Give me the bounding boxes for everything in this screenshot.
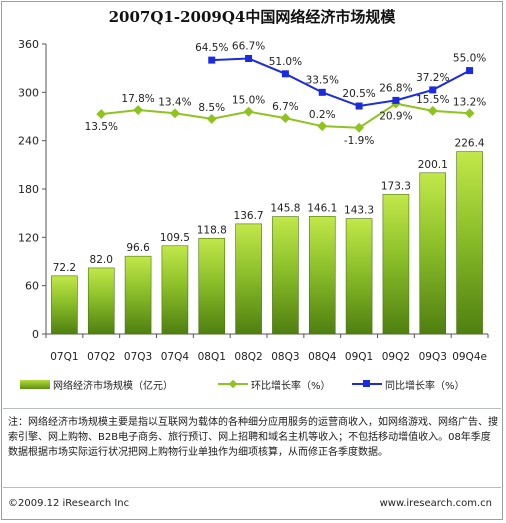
- bar: [198, 238, 226, 335]
- line-point: [133, 105, 144, 116]
- line-point: [466, 67, 474, 75]
- bar-value-label: 200.1: [418, 159, 448, 171]
- legend-label-yoy: 同比增长率（%）: [385, 380, 465, 392]
- bar-value-label: 136.7: [234, 210, 264, 222]
- line-value-label: 26.8%: [379, 82, 412, 94]
- line-value-label: 51.0%: [269, 56, 302, 68]
- bar: [235, 223, 262, 335]
- line-value-label: 13.5%: [85, 121, 118, 133]
- legend-line-swatch-yoy: [352, 379, 382, 389]
- line-point: [281, 70, 289, 78]
- bar: [272, 216, 299, 335]
- bar-value-label: 118.8: [197, 224, 227, 236]
- bar: [382, 194, 410, 335]
- line-point: [317, 121, 328, 132]
- x-tick-label: 07Q4: [161, 351, 190, 363]
- y-tick-label: 300: [18, 86, 39, 99]
- line-value-label: 33.5%: [306, 74, 339, 86]
- line-value-label: 8.5%: [198, 102, 225, 114]
- legend-line-swatch-qoq: [218, 379, 248, 389]
- line-point: [355, 102, 363, 110]
- line-value-label: -1.9%: [344, 135, 374, 147]
- bar: [308, 216, 336, 335]
- x-tick-label: 07Q1: [50, 351, 78, 363]
- bar-value-label: 109.5: [160, 232, 190, 244]
- line-point: [318, 88, 326, 96]
- line-value-label: 15.5%: [416, 94, 449, 106]
- line-value-label: 64.5%: [195, 42, 228, 54]
- bar-value-label: 72.2: [53, 262, 76, 274]
- x-tick-label: 09Q2: [382, 351, 410, 363]
- bar: [124, 255, 152, 335]
- bar-value-label: 143.3: [344, 205, 374, 217]
- footnote: 注：网络经济市场规模主要是指以互联网为载体的各种细分应用服务的运营商收入，如网络…: [8, 417, 498, 458]
- x-tick-label: 08Q2: [234, 351, 262, 363]
- y-tick-label: 180: [18, 183, 39, 196]
- x-tick-label: 09Q4e: [452, 351, 487, 363]
- line-point: [169, 108, 180, 119]
- y-tick-label: 60: [25, 280, 39, 293]
- bar-value-label: 146.1: [307, 202, 337, 214]
- line-point: [208, 56, 216, 64]
- bar-value-label: 96.6: [126, 242, 150, 254]
- y-tick-label: 0: [32, 328, 39, 341]
- line-point: [96, 109, 107, 120]
- website-link[interactable]: www.iresearch.com.cn: [379, 498, 492, 509]
- line-point: [392, 96, 400, 104]
- bar: [345, 218, 373, 335]
- x-tick-label: 09Q1: [345, 351, 373, 363]
- chart-plot: 0 60 120 180 240 300 360 07Q1 07Q2 07Q3 07Q4 08Q1 08…: [18, 38, 489, 363]
- line-value-label: 20.9%: [379, 111, 412, 123]
- divider: [3, 408, 501, 409]
- line-point: [243, 106, 254, 117]
- x-tick-label: 08Q1: [198, 351, 226, 363]
- x-tick-label: 07Q3: [124, 351, 152, 363]
- bar: [87, 267, 115, 335]
- legend-label-market-size: 网络经济市场规模（亿元）: [53, 380, 173, 392]
- x-tick-label: 08Q3: [271, 351, 299, 363]
- line-value-label: 17.8%: [121, 93, 154, 105]
- chart-legend: 网络经济市场规模（亿元） 环比增长率（%） 同比增长率（%）: [10, 375, 500, 393]
- bar-value-label: 145.8: [270, 203, 300, 215]
- line-value-label: 20.5%: [342, 88, 375, 100]
- line-point: [427, 105, 438, 116]
- legend-item-qoq: 环比增长率（%）: [218, 375, 331, 393]
- y-tick-label: 360: [18, 38, 39, 51]
- bar-value-label: 226.4: [455, 138, 485, 150]
- line-value-label: 13.2%: [453, 96, 486, 108]
- x-tick-label: 08Q4: [308, 351, 337, 363]
- line-value-label: 37.2%: [416, 72, 449, 84]
- line-value-label: 55.0%: [453, 53, 486, 65]
- bar: [51, 275, 78, 335]
- x-tick-label: 07Q2: [87, 351, 115, 363]
- line-point: [245, 55, 253, 62]
- legend-label-qoq: 环比增长率（%）: [251, 380, 331, 392]
- bar-value-label: 82.0: [90, 254, 113, 266]
- line-point: [429, 86, 437, 94]
- line-value-label: 6.7%: [272, 101, 299, 113]
- copyright-text: ©2009.12 iResearch Inc: [8, 498, 130, 509]
- line-value-label: 15.0%: [232, 95, 265, 107]
- line-value-label: 0.2%: [309, 109, 336, 121]
- bar: [161, 245, 189, 335]
- legend-item-yoy: 同比增长率（%）: [352, 375, 465, 393]
- line-point: [464, 108, 475, 119]
- y-tick-label: 240: [18, 135, 39, 148]
- bar: [419, 172, 447, 335]
- legend-item-market-size: 网络经济市场规模（亿元）: [20, 375, 173, 393]
- chart-title: 2007Q1-2009Q4中国网络经济市场规模: [108, 8, 396, 26]
- bar-value-label: 173.3: [381, 180, 411, 192]
- bar: [456, 151, 483, 335]
- divider: [3, 487, 501, 488]
- x-tick-label: 09Q3: [419, 351, 447, 363]
- line-point: [206, 113, 217, 124]
- series-line: [211, 57, 471, 108]
- y-tick-label: 120: [18, 231, 39, 244]
- line-point: [280, 113, 291, 124]
- line-value-label: 13.4%: [158, 96, 191, 108]
- line-value-label: 66.7%: [232, 41, 265, 53]
- legend-bar-swatch: [20, 379, 50, 389]
